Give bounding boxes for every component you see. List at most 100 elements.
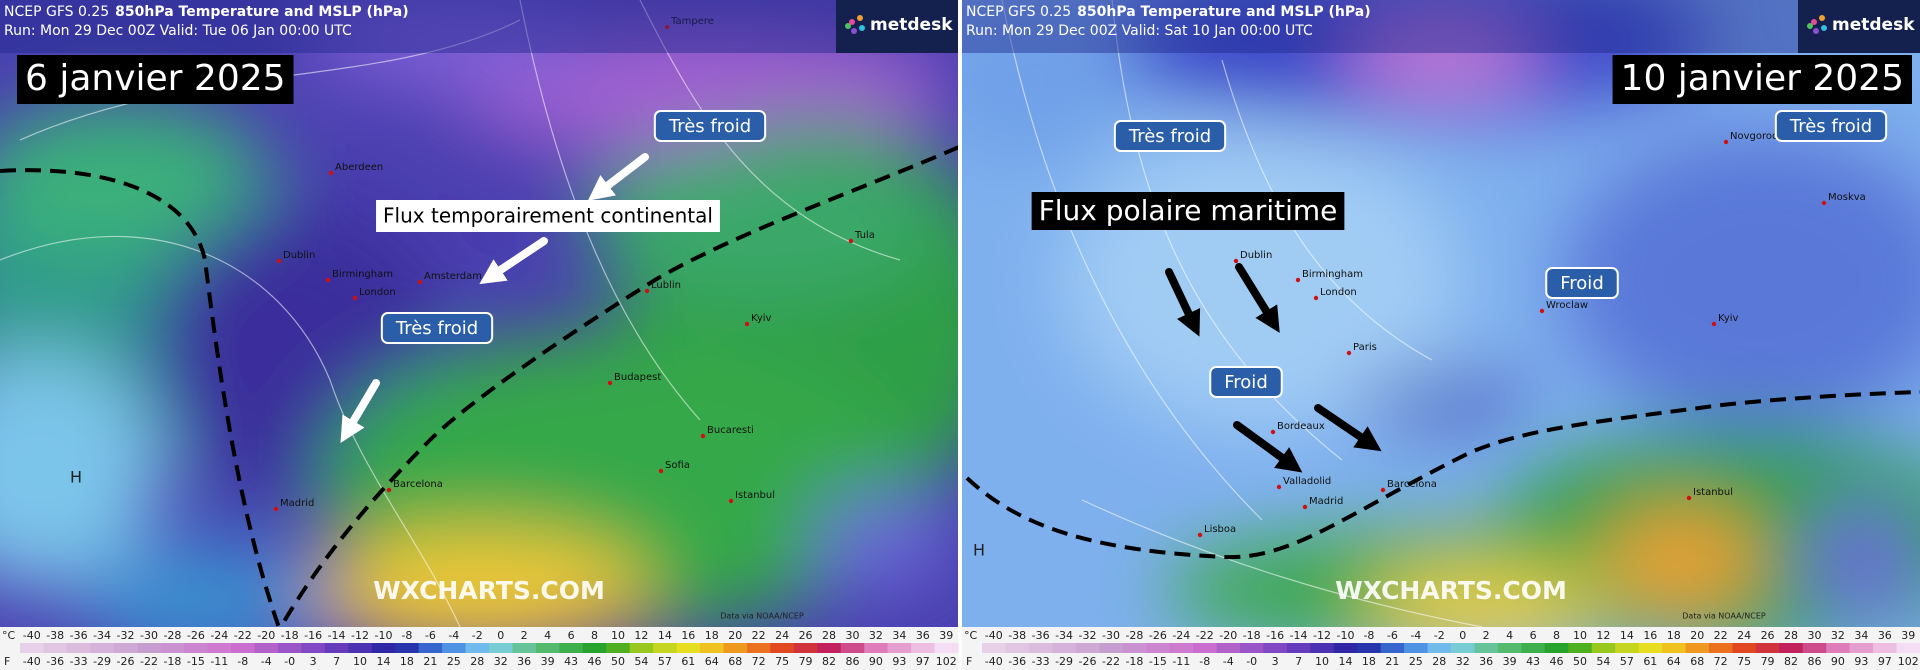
scale-swatch [277, 643, 302, 653]
front-line [0, 168, 281, 627]
celsius-label: 26 [1761, 629, 1775, 642]
scale-swatch [1404, 643, 1429, 653]
scale-swatch [1662, 643, 1686, 653]
city-label: Tula [854, 230, 875, 241]
fahrenheit-label: 61 [1643, 655, 1657, 668]
fahrenheit-label: 86 [845, 655, 859, 668]
map-panel: Novgorod Moskva Dublin Birmingham London Pari… [962, 0, 1920, 670]
scale-swatch [465, 643, 490, 653]
celsius-label: -16 [1266, 629, 1284, 642]
scale-swatch [982, 643, 1006, 653]
fahrenheit-label: 82 [1784, 655, 1798, 668]
fahrenheit-label: -33 [70, 655, 88, 668]
fahrenheit-label: 57 [1620, 655, 1634, 668]
fahrenheit-label: 102 [936, 655, 957, 668]
city-dot [1313, 295, 1319, 301]
scale-swatch [1310, 643, 1335, 653]
fahrenheit-label: 79 [1761, 655, 1775, 668]
city-label: Novgorod [1730, 131, 1778, 142]
map: Tampere Aberdeen Dublin Birmingham London Ams… [0, 0, 958, 627]
city-label: Dublin [1240, 250, 1272, 261]
city-dot [328, 170, 334, 176]
temperature-area [1362, 565, 1602, 627]
city-dot [664, 24, 670, 30]
front-line [965, 390, 1920, 560]
celsius-label: 20 [728, 629, 742, 642]
city-dot [273, 506, 279, 512]
city-dot [1686, 495, 1692, 501]
celsius-label: -24 [1172, 629, 1190, 642]
scale-swatch [817, 643, 842, 653]
fahrenheit-label: 46 [588, 655, 602, 668]
isobar [519, 0, 701, 421]
temperature-area [0, 350, 160, 590]
scale-swatch [395, 643, 420, 653]
celsius-label: 32 [1831, 629, 1845, 642]
fahrenheit-label: 50 [1573, 655, 1587, 668]
city-dot [607, 380, 613, 386]
city-dot [1380, 487, 1386, 493]
celsius-label: 8 [1553, 629, 1560, 642]
celsius-label: 30 [1807, 629, 1821, 642]
fahrenheit-label: 25 [447, 655, 461, 668]
scale-swatch [911, 643, 936, 653]
date-label-box [1612, 55, 1912, 104]
celsius-label: -30 [1102, 629, 1120, 642]
fahrenheit-label: 54 [634, 655, 648, 668]
annotation-label: Très froid [668, 116, 751, 137]
city-dot [1270, 429, 1276, 435]
scale-swatch [1826, 643, 1851, 653]
city-dot [1276, 484, 1282, 490]
celsius-label: 36 [916, 629, 930, 642]
city-label: Lublin [651, 280, 681, 291]
celsius-label: 8 [591, 629, 598, 642]
fahrenheit-label: 64 [705, 655, 719, 668]
run-info: Run: Mon 29 Dec 00Z Valid: Sat 10 Jan 00… [966, 23, 1313, 39]
celsius-label: 6 [1530, 629, 1537, 642]
fahrenheit-label: -29 [1055, 655, 1073, 668]
city-label: Budapest [614, 372, 661, 383]
fahrenheit-unit: F [966, 655, 972, 668]
celsius-label: 18 [705, 629, 719, 642]
celsius-label: -22 [234, 629, 252, 642]
logo-mark [851, 28, 857, 34]
fahrenheit-label: 10 [353, 655, 367, 668]
flow-arrow [1233, 421, 1303, 473]
annotation-box [1209, 366, 1283, 398]
scale-swatch [66, 643, 91, 653]
celsius-label: -4 [448, 629, 459, 642]
color-scale: °CF-40-40-38-36-36-33-34-29-32-26-30-22-… [0, 627, 959, 670]
city-dot [276, 258, 282, 264]
temperature-area [80, 540, 320, 627]
flow-arrow [587, 153, 649, 201]
celsius-label: -14 [1290, 629, 1308, 642]
celsius-label: -6 [1387, 629, 1398, 642]
celsius-label: 10 [611, 629, 625, 642]
city-dot [644, 288, 650, 294]
fahrenheit-label: 57 [658, 655, 672, 668]
fahrenheit-label: -36 [1008, 655, 1026, 668]
annotation-box [1545, 267, 1619, 299]
pressure-center: H [70, 468, 82, 487]
flow-arrow [1165, 268, 1201, 337]
celsius-label: 28 [822, 629, 836, 642]
fahrenheit-label: -18 [163, 655, 181, 668]
scale-swatch [418, 643, 443, 653]
fahrenheit-label: 21 [423, 655, 437, 668]
scale-swatch [301, 643, 326, 653]
fahrenheit-label: 7 [1295, 655, 1302, 668]
celsius-label: -36 [1032, 629, 1050, 642]
annotation-box [376, 200, 720, 232]
scale-swatch [1896, 643, 1920, 653]
fahrenheit-label: -15 [1149, 655, 1167, 668]
temperature-area [1802, 500, 1920, 620]
scale-swatch [160, 643, 185, 653]
annotation-label: Froid [1560, 273, 1604, 294]
temperature-area [310, 530, 650, 627]
scale-swatch [113, 643, 138, 653]
flow-arrow [340, 379, 380, 444]
celsius-label: 36 [1878, 629, 1892, 642]
city-dot [386, 487, 392, 493]
fahrenheit-label: 72 [752, 655, 766, 668]
city-dot [658, 468, 664, 474]
